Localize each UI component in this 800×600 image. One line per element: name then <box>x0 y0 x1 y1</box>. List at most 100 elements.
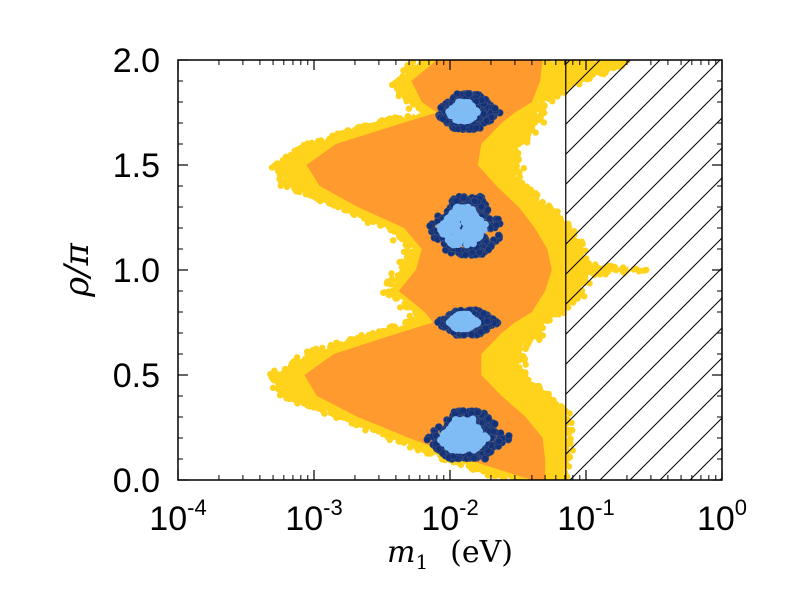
light-blue-clusters-cluster <box>437 415 491 454</box>
dark-blue-clusters-point <box>491 420 499 428</box>
outer-region-point <box>525 320 532 327</box>
outer-region-point <box>399 88 407 96</box>
outer-region-point <box>510 368 517 375</box>
outer-region-point <box>515 140 522 148</box>
outer-region-point <box>525 196 532 204</box>
outer-region-point <box>326 135 333 143</box>
outer-region-point <box>278 160 285 167</box>
outer-region-point <box>554 310 561 317</box>
outer-region-point <box>342 340 350 348</box>
outer-region-point <box>328 343 336 350</box>
outer-region-point <box>559 428 567 435</box>
dark-blue-clusters-point <box>439 115 447 123</box>
outer-region-point <box>384 116 391 123</box>
outer-region-point <box>358 333 365 340</box>
outer-region-point <box>397 228 404 236</box>
outer-region-point <box>473 464 480 471</box>
outer-region-point <box>524 106 531 114</box>
outer-region-point <box>282 368 289 375</box>
dark-blue-clusters-point <box>477 202 486 211</box>
outer-region-point <box>389 237 397 244</box>
dark-blue-clusters-point <box>465 90 473 98</box>
outer-region-point <box>363 122 371 129</box>
outer-region-point <box>422 60 429 64</box>
outer-region-point <box>364 334 371 341</box>
outer-region-point <box>553 448 560 455</box>
light-blue-clusters-point <box>471 425 479 434</box>
outer-region-point <box>400 248 408 255</box>
outer-region-point <box>516 133 523 140</box>
light-blue-clusters-point <box>464 213 472 221</box>
outer-region-point <box>409 254 417 261</box>
outer-region-point <box>390 228 398 235</box>
outer-region-point <box>269 384 277 391</box>
outer-region-point <box>397 304 404 311</box>
outer-region-point <box>405 67 412 74</box>
dark-blue-clusters-point <box>482 117 491 125</box>
outer-region-point <box>529 191 536 199</box>
outer-region-point <box>499 159 506 167</box>
x-tick-exponent: 0 <box>735 495 747 520</box>
outer-region-point <box>409 60 417 65</box>
outer-region-point <box>513 358 520 365</box>
outer-region-point <box>553 475 561 480</box>
y-tick-label: 1.0 <box>113 252 160 290</box>
outer-region-point <box>540 119 548 126</box>
outer-region-point <box>381 289 388 296</box>
x-tick-base: 10 <box>149 500 187 538</box>
dark-blue-clusters-point <box>435 423 443 431</box>
outer-region-point <box>401 83 409 90</box>
outer-region-point <box>383 280 390 287</box>
outer-region-point <box>517 476 525 480</box>
outer-region-point <box>408 303 415 311</box>
outer-region-point <box>271 367 278 374</box>
outer-region-point <box>404 269 411 276</box>
outer-region-point <box>529 104 536 111</box>
dark-blue-clusters-point <box>505 432 513 440</box>
light-blue-clusters <box>436 98 491 454</box>
outer-region-point <box>523 342 530 349</box>
outer-region-point <box>524 382 532 389</box>
outer-region-point <box>414 447 422 454</box>
dark-blue-clusters-point <box>452 197 461 205</box>
outer-region-point <box>271 162 278 169</box>
outer-region-point <box>305 401 312 409</box>
light-blue-clusters-point <box>473 444 481 452</box>
outer-region-point <box>515 156 522 163</box>
x-axis-subscript: 1 <box>415 550 428 574</box>
outer-region-point <box>388 275 396 282</box>
outer-region-point <box>503 170 510 177</box>
light-blue-clusters-point <box>462 235 470 243</box>
outer-region-point <box>299 186 306 193</box>
x-tick-label: 100 <box>697 495 747 538</box>
x-tick-exponent: -1 <box>595 495 615 520</box>
outer-region-point <box>507 142 515 149</box>
light-blue-clusters-point <box>478 438 486 446</box>
outer-region-point <box>406 312 413 320</box>
dark-blue-clusters-point <box>495 437 503 446</box>
y-axis-ticks: 0.0 0.5 1.0 1.5 2.0 <box>113 42 722 500</box>
outer-region-point <box>282 383 290 391</box>
light-blue-clusters-point <box>460 106 468 114</box>
outer-region-point <box>517 338 524 345</box>
light-blue-clusters-point <box>460 321 468 329</box>
outer-region-point <box>554 433 561 440</box>
outer-region-point <box>294 186 301 193</box>
outer-region-point <box>401 93 409 101</box>
outer-region-point <box>369 426 377 433</box>
dark-blue-clusters-point <box>437 104 445 112</box>
outer-region-point <box>404 318 412 325</box>
outer-region-point <box>289 182 297 189</box>
light-blue-clusters-point <box>453 440 461 448</box>
y-tick-label: 0.0 <box>113 462 160 500</box>
outer-region-point <box>384 219 391 227</box>
outer-region-point <box>317 196 324 203</box>
y-axis-symbol: ρ <box>57 277 97 298</box>
x-axis-label: m1 (eV) <box>387 535 513 574</box>
dark-blue-clusters-point <box>482 324 490 333</box>
outer-region-point <box>406 261 413 269</box>
outer-region-point <box>552 210 560 217</box>
outer-region-point <box>549 98 556 105</box>
outer-region-point <box>328 405 336 412</box>
outer-region-point <box>521 356 528 364</box>
